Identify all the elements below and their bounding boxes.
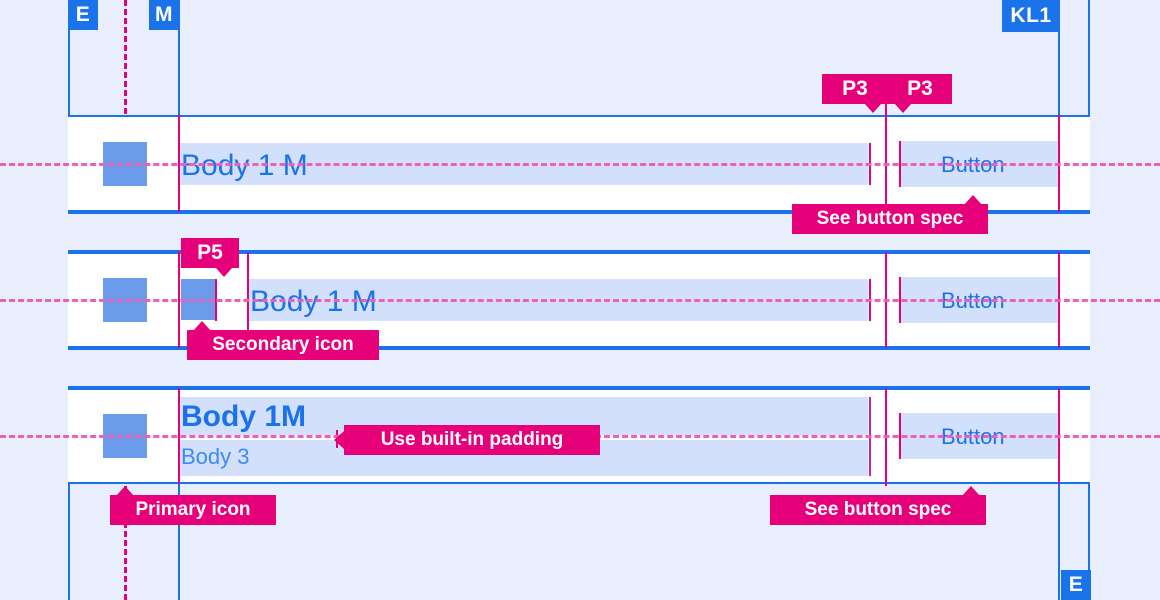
tick-see-button-spec-bottom xyxy=(885,470,887,486)
annotation-p5: P5 xyxy=(181,238,239,277)
keyline-badge-kl1: KL1 xyxy=(1002,0,1060,32)
annotation-label: Secondary icon xyxy=(212,334,354,355)
callout-tail-icon xyxy=(962,486,980,496)
annotation-label: See button spec xyxy=(804,499,952,520)
annotation-label: See button spec xyxy=(816,208,964,229)
row-1-baseline-guide xyxy=(0,163,1160,166)
annotation-label: P5 xyxy=(197,241,223,264)
annotation-see-button-spec-top: See button spec xyxy=(792,195,988,234)
annotation-label: Use built-in padding xyxy=(380,429,564,450)
margin-badge-m-top: M xyxy=(149,0,179,30)
callout-tail-icon xyxy=(215,267,233,277)
annotation-label: P3 xyxy=(842,77,868,100)
badge-label: E xyxy=(1068,573,1084,596)
annotation-use-built-in-padding: Use built-in padding xyxy=(334,425,600,455)
callout-tail-icon xyxy=(193,321,211,331)
row-3-supporting-text: Body 3 xyxy=(181,444,250,469)
callout-tail-icon xyxy=(864,103,882,113)
badge-label: KL1 xyxy=(1010,4,1052,27)
annotation-label: P3 xyxy=(907,77,933,100)
badge-label: M xyxy=(155,3,173,26)
row-1-primary-text: Body 1 M xyxy=(181,149,308,182)
annotation-secondary-icon: Secondary icon xyxy=(187,321,379,360)
annotation-label: Primary icon xyxy=(135,499,251,520)
edge-badge-e-bottom-right: E xyxy=(1061,570,1091,600)
row-2-primary-text: Body 1 M xyxy=(250,285,377,318)
callout-tail-icon xyxy=(964,195,982,205)
edge-badge-e-top-left: E xyxy=(68,0,98,30)
tick-p3-left xyxy=(885,104,887,116)
annotation-see-button-spec-bottom: See button spec xyxy=(770,486,986,525)
callout-tail-icon xyxy=(334,431,344,449)
row-3-primary-text: Body 1M xyxy=(181,400,307,433)
callout-tail-icon xyxy=(116,486,134,496)
annotation-p3-left: P3 xyxy=(822,74,888,113)
annotation-primary-icon: Primary icon xyxy=(110,486,276,525)
callout-tail-icon xyxy=(894,103,912,113)
badge-label: E xyxy=(75,3,91,26)
row-2-baseline-guide xyxy=(0,299,1160,302)
annotation-p3-right: P3 xyxy=(888,74,952,113)
